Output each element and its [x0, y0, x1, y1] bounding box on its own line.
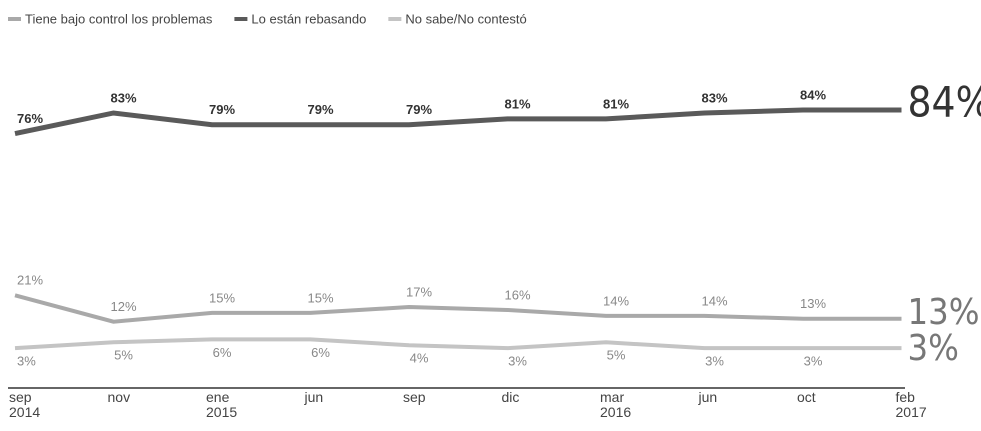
- value-label: 21%: [17, 273, 43, 288]
- value-label: 6%: [311, 345, 330, 360]
- value-label: 5%: [607, 348, 626, 363]
- value-label: 12%: [110, 299, 136, 314]
- value-label: 84%: [800, 87, 826, 102]
- value-label: 15%: [307, 290, 333, 305]
- value-label: 76%: [17, 111, 43, 126]
- x-tick-label: oct: [797, 389, 816, 405]
- value-label: 4%: [410, 351, 429, 366]
- x-tick-label: jun: [698, 389, 718, 405]
- value-label: 5%: [114, 348, 133, 363]
- value-label: 13%: [800, 296, 826, 311]
- series-line: [14, 107, 902, 137]
- legend-label: Tiene bajo control los problemas: [25, 11, 213, 26]
- legend-label: No sabe/No contestó: [405, 11, 526, 26]
- value-label: 14%: [701, 293, 727, 308]
- end-value-label: 84%: [908, 78, 981, 127]
- value-label: 3%: [705, 354, 724, 369]
- x-tick-label: jun: [304, 389, 324, 405]
- value-label: 83%: [701, 90, 727, 105]
- series-line: [14, 337, 902, 351]
- value-label: 3%: [17, 354, 36, 369]
- value-label: 3%: [804, 354, 823, 369]
- legend-swatch: [234, 17, 248, 21]
- value-label: 79%: [406, 102, 432, 117]
- value-label: 81%: [603, 96, 629, 111]
- series-line: [14, 293, 902, 324]
- x-tick-label: sep 2014: [9, 389, 41, 420]
- legend-swatch: [8, 17, 21, 21]
- value-label: 6%: [213, 345, 232, 360]
- value-label: 81%: [504, 96, 530, 111]
- legend-label: Lo están rebasando: [251, 11, 366, 26]
- value-label: 3%: [508, 354, 527, 369]
- legend-swatch: [388, 17, 402, 21]
- x-tick-label: dic: [501, 389, 520, 405]
- x-tick-label: feb 2017: [895, 389, 927, 420]
- x-tick-label: sep: [403, 389, 426, 405]
- value-label: 17%: [406, 284, 432, 299]
- value-label: 15%: [209, 290, 235, 305]
- value-label: 79%: [307, 102, 333, 117]
- x-tick-label: nov: [107, 389, 131, 405]
- end-value-label: 13%: [908, 292, 980, 333]
- value-label: 16%: [504, 287, 530, 302]
- value-label: 14%: [603, 293, 629, 308]
- end-value-label: 3%: [908, 328, 959, 369]
- x-tick-label: mar 2016: [600, 389, 632, 420]
- value-label: 79%: [209, 102, 235, 117]
- x-tick-label: ene 2015: [206, 389, 238, 420]
- value-label: 83%: [110, 90, 136, 105]
